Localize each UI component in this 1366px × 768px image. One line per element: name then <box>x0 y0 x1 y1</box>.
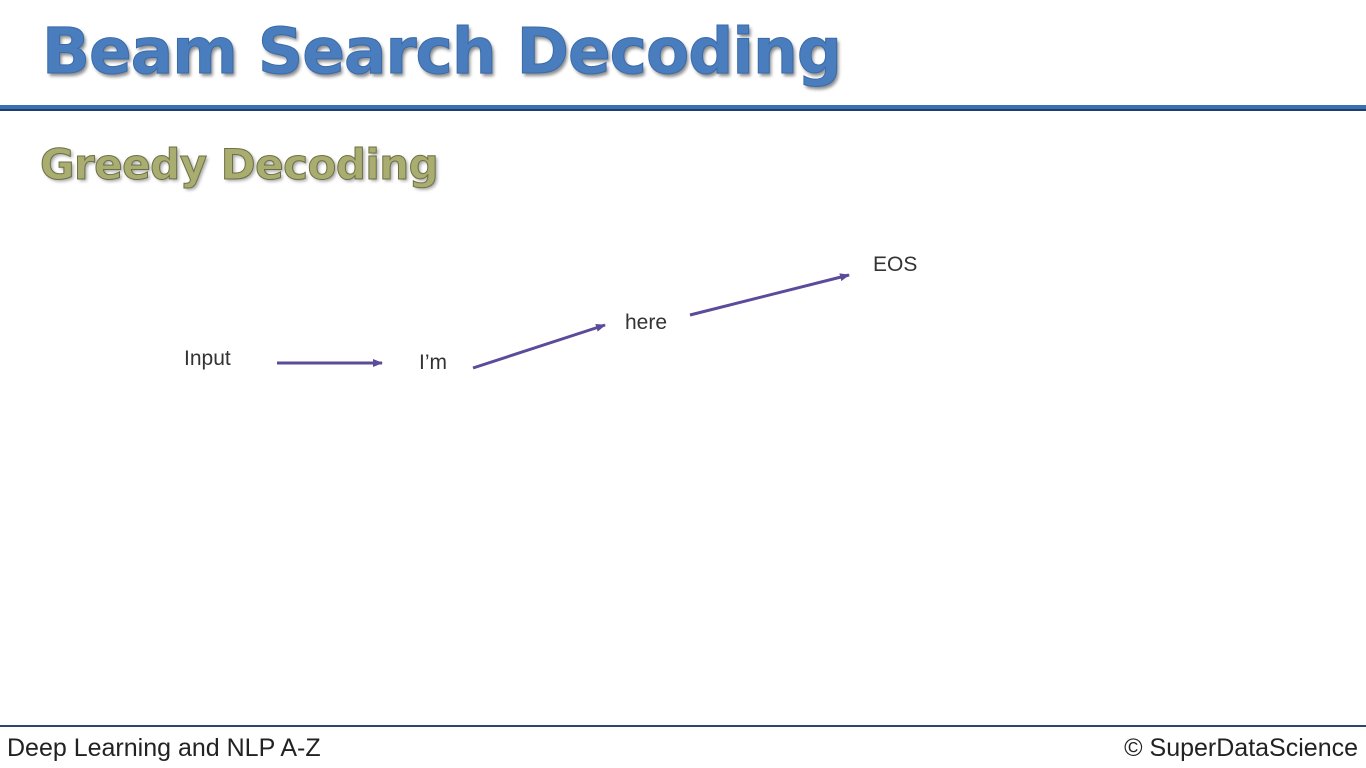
node-here: here <box>625 311 668 334</box>
edge-im-to-here <box>472 323 606 370</box>
title-divider <box>0 105 1366 109</box>
slide-subtitle: Greedy Decoding <box>39 139 439 189</box>
slide-title: Beam Search Decoding <box>42 15 843 89</box>
edge-here-to-eos <box>689 273 850 317</box>
footer-course-name: Deep Learning and NLP A-Z <box>7 734 321 762</box>
footer-copyright: © SuperDataScience <box>1124 734 1358 762</box>
node-input: Input <box>184 347 231 370</box>
node-im: I’m <box>419 351 447 374</box>
footer-divider <box>0 725 1366 727</box>
node-eos: EOS <box>873 253 918 276</box>
